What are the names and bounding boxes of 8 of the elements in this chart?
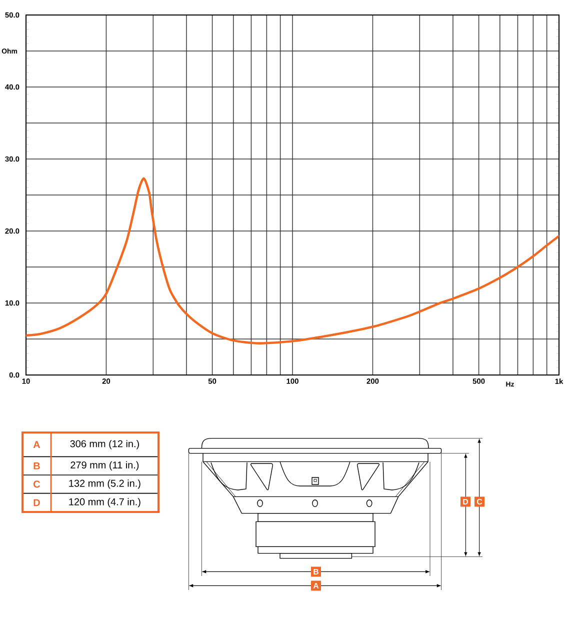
text: 279 mm (11 in.) xyxy=(70,461,139,470)
text: 120 mm (4.7 in.) xyxy=(69,498,140,508)
text: 132 mm (5.2 in.) xyxy=(69,480,140,489)
text: 306 mm (12 in.) xyxy=(70,440,139,450)
text: D xyxy=(34,499,40,506)
text: C xyxy=(34,480,40,488)
text: A xyxy=(33,441,40,448)
text: B xyxy=(34,462,40,470)
